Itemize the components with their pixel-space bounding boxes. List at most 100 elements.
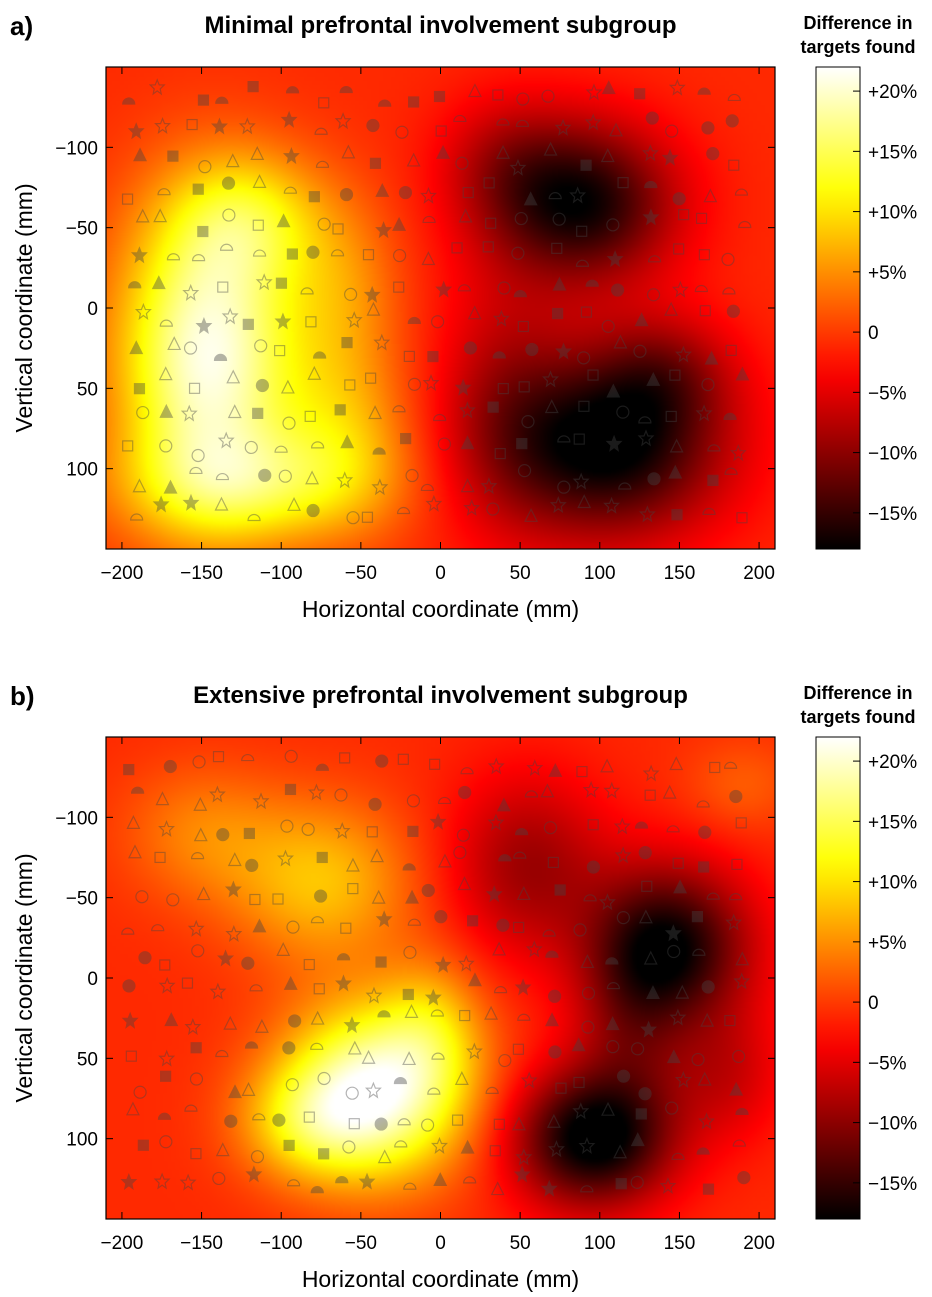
stimulus-shape xyxy=(671,1152,685,1160)
stimulus-shape xyxy=(212,751,225,763)
stimulus-shape xyxy=(283,1139,295,1152)
stimulus-shape xyxy=(613,817,631,835)
stimulus-shape xyxy=(334,404,346,416)
stimulus-shape xyxy=(159,319,173,327)
stimulus-shape xyxy=(406,794,421,808)
stimulus-shape xyxy=(610,283,625,297)
stimulus-shape xyxy=(167,150,179,162)
colorbar-title-line: Difference in xyxy=(803,683,912,703)
stimulus-shape xyxy=(724,467,738,475)
stimulus-shape xyxy=(134,302,152,320)
stimulus-shape xyxy=(228,1084,242,1099)
stimulus-shape xyxy=(375,754,389,768)
stimulus-shape xyxy=(408,96,420,108)
stimulus-shape xyxy=(130,246,148,264)
stimulus-shape xyxy=(245,858,259,873)
stimulus-shape xyxy=(430,1009,444,1017)
stimulus-shape xyxy=(706,892,720,900)
stimulus-shape xyxy=(673,243,685,255)
colorbar-tick-label: 0 xyxy=(868,993,879,1014)
stimulus-shape xyxy=(135,890,149,904)
stimulus-shape xyxy=(392,216,407,231)
stimulus-shape xyxy=(121,193,134,205)
stimulus-shape xyxy=(433,1172,448,1187)
y-tick-label: 50 xyxy=(77,1049,98,1070)
stimulus-shape xyxy=(701,980,715,994)
stimulus-shape xyxy=(221,307,239,325)
stimulus-shape xyxy=(216,828,230,842)
stimulus-shape xyxy=(513,290,527,298)
stimulus-shape xyxy=(132,478,147,493)
x-tick-label: −200 xyxy=(101,563,144,584)
stimulus-shape xyxy=(282,416,296,430)
stimulus-shape xyxy=(377,1010,391,1018)
stimulus-shape xyxy=(615,1178,627,1190)
stimulus-shape xyxy=(492,309,510,327)
stimulus-shape xyxy=(547,856,559,869)
y-tick-label: −50 xyxy=(66,889,98,910)
colorbar-tick-label: +10% xyxy=(868,203,917,224)
stimulus-shape xyxy=(307,365,322,380)
y-tick-label: −100 xyxy=(55,808,98,829)
stimulus-shape xyxy=(336,953,351,961)
stimulus-shape xyxy=(226,369,241,384)
x-tick-label: 200 xyxy=(743,563,775,584)
stimulus-shape xyxy=(551,242,563,254)
stimulus-shape xyxy=(285,1078,299,1092)
stimulus-shape xyxy=(617,177,629,189)
stimulus-shape xyxy=(429,812,447,830)
stimulus-shape xyxy=(403,350,415,363)
stimulus-shape xyxy=(316,851,328,864)
stimulus-shape xyxy=(664,301,679,316)
stimulus-shape xyxy=(245,1165,263,1183)
stimulus-shape xyxy=(580,306,593,318)
stimulus-shape xyxy=(662,784,677,799)
stimulus-shape xyxy=(514,211,528,226)
stimulus-shape xyxy=(692,948,706,956)
stimulus-shape xyxy=(431,1052,445,1060)
stimulus-shape xyxy=(434,910,448,924)
stimulus-shape xyxy=(188,382,201,394)
stimulus-shape xyxy=(555,1082,567,1094)
stimulus-shape xyxy=(211,117,228,135)
stimulus-shape xyxy=(646,371,661,386)
stimulus-shape xyxy=(128,281,142,289)
stimulus-shape xyxy=(706,147,720,161)
stimulus-shape xyxy=(586,860,601,874)
stimulus-shape xyxy=(664,924,682,942)
stimulus-shape xyxy=(158,366,173,381)
stimulus-shape xyxy=(133,147,148,162)
stimulus-shape xyxy=(545,950,559,958)
stimulus-shape xyxy=(148,78,166,96)
stimulus-shape xyxy=(135,208,150,223)
stimulus-shape xyxy=(492,351,506,359)
stimulus-shape xyxy=(729,444,747,462)
stimulus-shape xyxy=(672,192,686,206)
stimulus-shape xyxy=(451,242,463,254)
stimulus-shape xyxy=(577,351,591,365)
stimulus-shape xyxy=(616,911,630,925)
stimulus-shape xyxy=(517,320,529,333)
stimulus-shape xyxy=(186,118,198,131)
stimulus-shape xyxy=(276,213,291,228)
stimulus-shape xyxy=(395,125,409,139)
stimulus-shape xyxy=(421,1118,435,1132)
stimulus-shape xyxy=(603,496,621,514)
stimulus-shape xyxy=(303,1111,315,1123)
stimulus-shape xyxy=(485,1086,499,1094)
stimulus-shape xyxy=(250,1150,265,1164)
stimulus-shape xyxy=(605,957,619,965)
stimulus-shape xyxy=(738,220,752,229)
stimulus-shape xyxy=(370,848,385,863)
stimulus-shape xyxy=(437,796,452,805)
stimulus-shape xyxy=(516,438,528,450)
stimulus-shape xyxy=(209,982,227,1000)
stimulus-shape xyxy=(521,415,535,429)
stimulus-shape xyxy=(255,378,270,393)
x-tick-label: −200 xyxy=(101,1233,144,1254)
stimulus-shape xyxy=(404,1004,419,1018)
stimulus-shape xyxy=(334,788,348,802)
stimulus-shape xyxy=(497,382,509,395)
stimulus-shape xyxy=(241,1082,256,1096)
stimulus-shape xyxy=(348,1118,360,1130)
